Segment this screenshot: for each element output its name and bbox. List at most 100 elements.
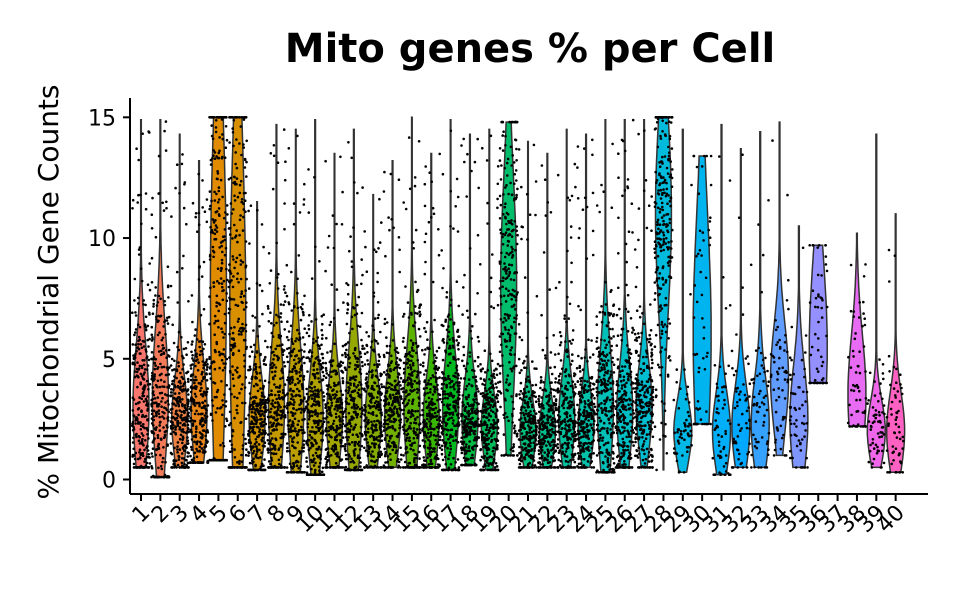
data-point — [296, 134, 299, 138]
data-point — [263, 417, 267, 421]
data-point — [238, 218, 242, 222]
data-point — [281, 343, 284, 347]
data-point — [234, 151, 237, 154]
data-point — [487, 418, 491, 422]
data-point — [294, 369, 297, 373]
data-point — [225, 204, 229, 207]
data-point — [131, 453, 135, 457]
data-point — [359, 468, 363, 472]
data-point — [319, 389, 323, 392]
data-point — [364, 378, 368, 381]
data-point — [245, 139, 248, 143]
data-point — [335, 425, 339, 429]
data-point — [446, 364, 450, 367]
data-point — [268, 466, 272, 469]
data-point — [163, 406, 166, 410]
data-point — [424, 369, 428, 372]
data-point — [384, 395, 387, 398]
data-point — [315, 425, 318, 429]
data-point — [321, 466, 325, 470]
data-point — [330, 436, 333, 439]
data-point — [370, 398, 373, 401]
data-point — [337, 456, 341, 459]
data-point — [366, 450, 370, 453]
data-point — [347, 381, 350, 385]
data-point — [414, 410, 417, 413]
data-point — [308, 411, 311, 415]
data-point — [491, 461, 495, 464]
data-point — [230, 297, 234, 301]
data-point — [215, 294, 219, 298]
data-point — [430, 427, 434, 431]
data-point — [405, 354, 408, 358]
data-point — [397, 363, 400, 367]
data-point — [475, 397, 478, 401]
data-point — [143, 323, 147, 326]
data-point — [183, 406, 187, 410]
data-point — [223, 116, 227, 119]
data-point — [321, 378, 325, 381]
data-point — [330, 401, 334, 405]
data-point — [318, 347, 322, 350]
data-point — [154, 428, 157, 432]
data-point — [225, 267, 228, 271]
data-point — [316, 400, 320, 403]
data-point — [492, 453, 496, 456]
data-point — [144, 315, 148, 319]
data-point — [295, 337, 298, 340]
data-point — [159, 362, 162, 366]
data-point — [172, 341, 176, 345]
data-point — [300, 348, 303, 352]
data-point — [301, 385, 304, 389]
data-point — [347, 402, 351, 406]
data-point — [137, 342, 140, 346]
data-point — [143, 426, 146, 430]
data-point — [176, 448, 179, 451]
data-point — [133, 370, 137, 373]
data-point — [378, 241, 382, 244]
data-point — [349, 393, 352, 397]
data-point — [409, 411, 413, 414]
data-point — [367, 418, 370, 422]
data-point — [444, 396, 447, 400]
data-point — [203, 414, 207, 417]
data-point — [396, 434, 400, 438]
data-point — [179, 415, 182, 419]
data-point — [236, 404, 239, 408]
data-point — [445, 433, 449, 437]
data-point — [153, 397, 157, 400]
data-point — [423, 446, 426, 449]
data-point — [326, 459, 329, 462]
data-point — [442, 441, 446, 445]
data-point — [450, 428, 454, 432]
data-point — [299, 398, 303, 402]
data-point — [473, 438, 477, 442]
data-point — [322, 395, 326, 398]
data-point — [132, 436, 135, 440]
data-point — [267, 399, 271, 402]
violin-group-13 — [362, 193, 384, 469]
data-point — [457, 416, 460, 420]
data-point — [386, 443, 390, 446]
data-point — [203, 429, 206, 433]
data-point — [161, 475, 165, 479]
data-point — [331, 426, 335, 430]
data-point — [393, 419, 397, 423]
data-point — [274, 370, 277, 373]
data-point — [495, 373, 499, 377]
data-point — [492, 399, 495, 402]
data-point — [284, 415, 287, 419]
data-point — [181, 384, 185, 388]
data-point — [167, 296, 170, 299]
data-point — [247, 287, 251, 290]
data-point — [133, 333, 136, 337]
data-point — [349, 424, 353, 428]
data-point — [144, 457, 147, 461]
data-point — [269, 345, 273, 349]
data-point — [164, 333, 167, 336]
data-point — [412, 427, 416, 430]
data-point — [276, 358, 280, 362]
data-point — [386, 427, 389, 430]
data-point — [335, 390, 339, 394]
data-point — [333, 407, 337, 411]
